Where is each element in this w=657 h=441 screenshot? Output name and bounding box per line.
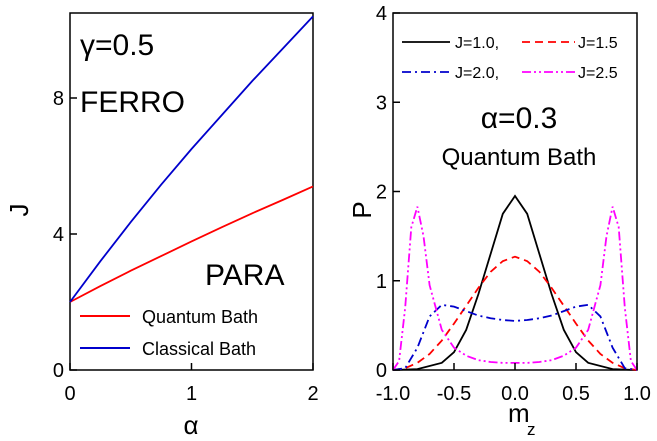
left-x-tick-label: 0 [64, 383, 75, 405]
right-y-tick-label: 0 [376, 360, 387, 382]
right-x-tick-label: -1.0 [376, 383, 410, 405]
right-x-tick-label: 1.0 [623, 383, 651, 405]
right-y-tick-label: 2 [376, 182, 387, 204]
right-legend: J=1.0, J=1.5 J=2.0, J=2.5 [402, 35, 618, 82]
left-series-0-line [69, 185, 314, 303]
right-panel: -1.0 -0.5 0.0 0.5 1.0 0 1 2 3 4 J=1.0, J=1.5 J=2.… [347, 3, 651, 439]
legend-label-j10: J=1.0, [455, 35, 499, 52]
left-x-tick-label: 1 [186, 383, 197, 405]
right-series-2-line [392, 303, 638, 371]
right-series-3-line [392, 206, 638, 371]
right-series-1-line [392, 255, 638, 371]
left-legend: Quantum Bath Classical Bath [80, 307, 258, 359]
right-y-axis-label: P [347, 201, 377, 218]
right-series-0-line [392, 194, 638, 371]
left-series-1-line [69, 15, 314, 303]
right-x-axis-label: m [508, 398, 530, 428]
legend-label-j20: J=2.0, [455, 65, 499, 82]
left-ticks-group: 0 1 2 0 4 8 [53, 88, 319, 405]
left-x-axis-label: α [183, 410, 198, 440]
legend-label-j15: J=1.5 [578, 35, 618, 52]
right-x-axis-label-subscript: z [527, 420, 536, 439]
left-y-tick-label: 8 [53, 88, 64, 110]
left-x-tick-label: 2 [307, 383, 318, 405]
right-y-tick-label: 1 [376, 271, 387, 293]
para-label: PARA [205, 259, 284, 292]
right-y-tick-label: 4 [376, 3, 387, 25]
right-ticks-group: -1.0 -0.5 0.0 0.5 1.0 0 1 2 3 4 [376, 3, 651, 405]
gamma-annotation: γ=0.5 [80, 29, 154, 62]
right-x-tick-label: -0.5 [437, 383, 471, 405]
legend-label-quantum: Quantum Bath [142, 307, 258, 327]
left-series-group [69, 15, 314, 303]
legend-label-classical: Classical Bath [142, 339, 256, 359]
quantum-bath-annotation: Quantum Bath [442, 144, 597, 171]
right-x-tick-label: 0.0 [501, 383, 529, 405]
right-y-tick-label: 3 [376, 92, 387, 114]
left-panel: 0 1 2 0 4 8 γ=0.5 FERRO PARA Quantum Bath Cla… [4, 12, 319, 440]
left-y-axis-label: J [4, 204, 34, 217]
left-y-tick-label: 4 [53, 224, 64, 246]
alpha-annotation: α=0.3 [481, 102, 558, 135]
legend-label-j25: J=2.5 [578, 65, 618, 82]
left-y-tick-label: 0 [53, 360, 64, 382]
ferro-label: FERRO [80, 86, 185, 119]
right-x-tick-label: 0.5 [562, 383, 590, 405]
right-series-group [392, 194, 638, 371]
